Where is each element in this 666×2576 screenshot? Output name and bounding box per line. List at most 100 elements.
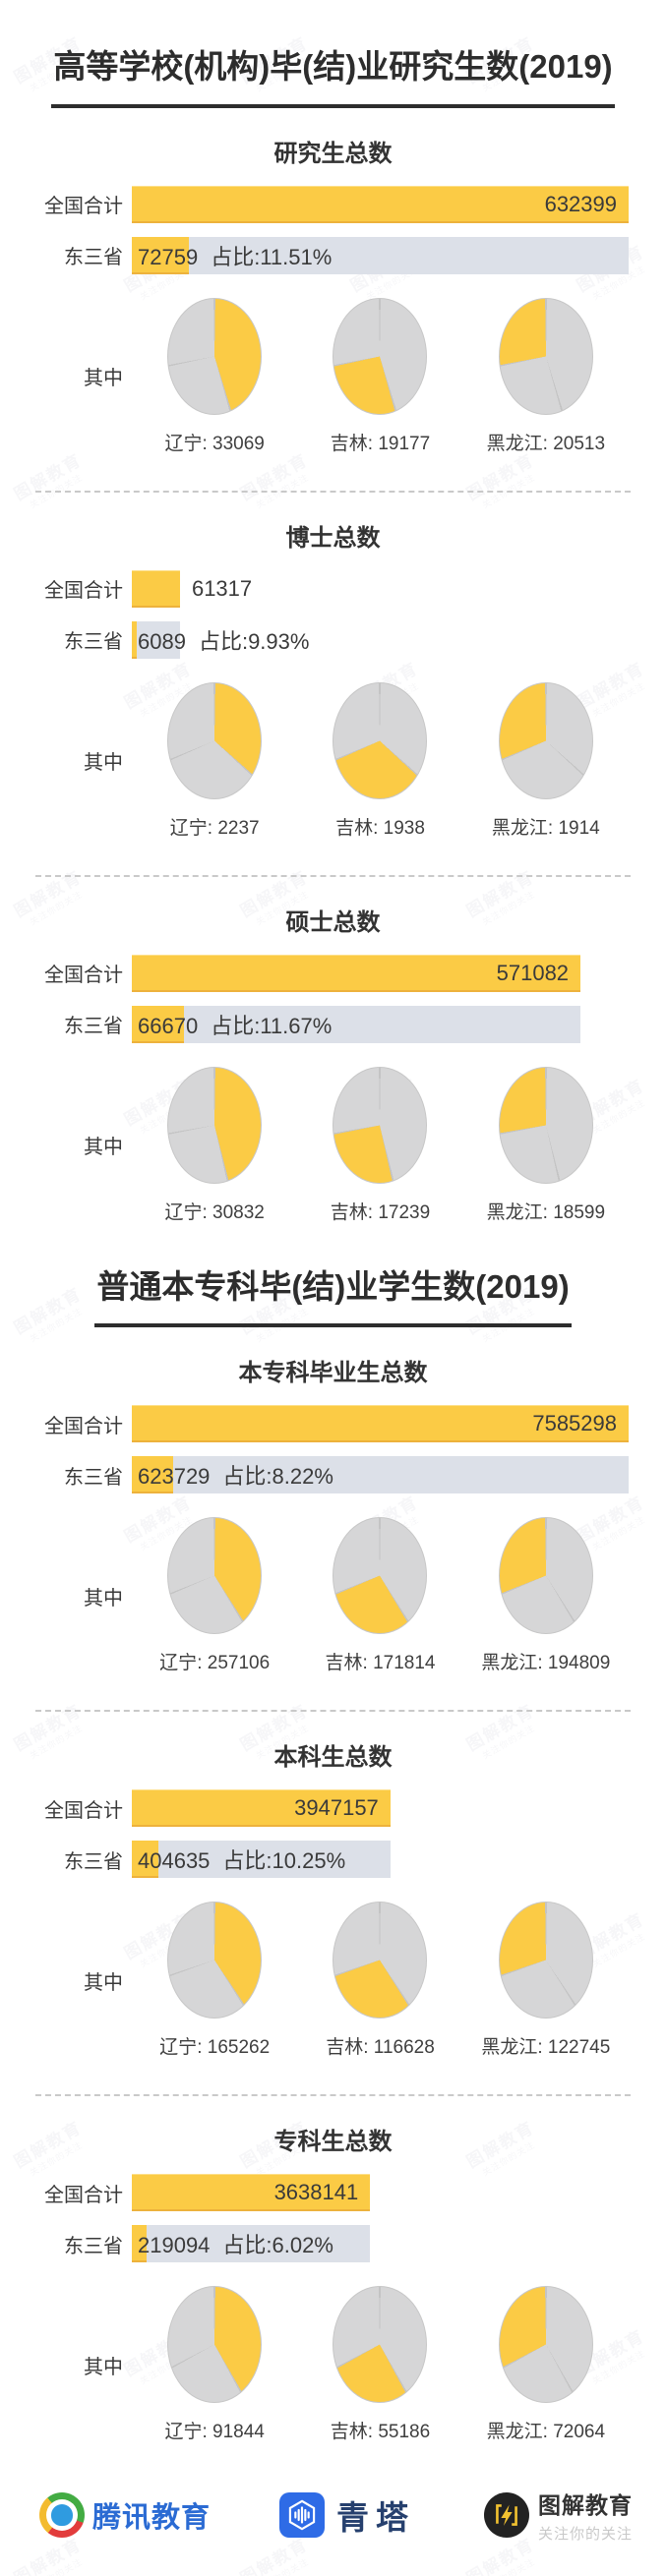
pie-chart-liaoning [167,1517,263,1635]
region-total-row: 东三省 72759 占比:11.51% [0,236,666,274]
group-title-block: 高等学校(机构)毕(结)业研究生数(2019) [0,47,666,108]
colon: : [202,2422,213,2443]
province-pies-row: 其中 辽宁: 91844 吉林: 55186 黑龙江: 72064 [0,2286,666,2443]
national-total-row: 全国合计 632399 [0,185,666,223]
region-bar: 72759 占比:11.51% [132,236,629,274]
region-bar-track [132,1005,581,1043]
region-value-text: 219094 占比:6.02% [138,2228,333,2259]
pie-cell: 黑龙江: 20513 [463,297,629,455]
region-label: 东三省 [64,631,123,654]
tencent-penguin-icon [39,2492,85,2539]
province-name: 吉林 [330,433,368,454]
section-title: 专科生总数 [273,2129,393,2156]
region-label: 东三省 [64,1850,123,1873]
national-bar-fill [132,1789,391,1828]
national-total-row: 全国合计 3638141 [0,2174,666,2212]
province-name: 辽宁 [164,1201,203,1223]
pie-chart-liaoning [167,2286,263,2404]
province-pies-row: 其中 辽宁: 33069 吉林: 19177 黑龙江: 20513 [0,297,666,455]
colon: : [547,817,559,839]
pie-value-label: 吉林: 55186 [331,2417,430,2443]
pie-chart-heilongjiang [498,681,593,799]
region-value: 404635 [138,1848,211,1874]
region-value-text: 72759 占比:11.51% [138,240,332,271]
pie-value-label: 辽宁: 2237 [170,813,260,840]
national-total-row: 全国合计 61317 [0,569,666,608]
pies: 辽宁: 257106 吉林: 171814 黑龙江: 194809 [132,1517,629,1674]
region-value-text: 6089 占比:9.93% [138,624,309,656]
pie-cell: 吉林: 55186 [297,2286,462,2443]
pie-value-label: 辽宁: 165262 [159,2032,270,2059]
region-value-text: 623729 占比:8.22% [138,1459,333,1491]
region-label: 东三省 [64,2235,123,2257]
region-bar-fill [132,1841,158,1879]
pie-value-label: 黑龙江: 72064 [487,2417,605,2443]
among-label: 其中 [84,1137,123,1159]
region-bar-fill [132,620,137,659]
national-total-row: 全国合计 571082 [0,954,666,992]
group-title-block: 普通本专科毕(结)业学生数(2019) [0,1267,666,1328]
province-name: 辽宁 [169,817,208,839]
region-value: 6089 [138,628,186,654]
colon: : [367,2422,379,2443]
national-bar-fill [132,2174,371,2212]
province-name: 吉林 [326,2037,364,2059]
national-total-row: 全国合计 7585298 [0,1405,666,1443]
region-total-row: 东三省 623729 占比:8.22% [0,1456,666,1494]
among-label: 其中 [84,2356,123,2378]
region-bar-fill [132,236,190,274]
colon: : [197,1653,208,1674]
pie-chart-jilin [333,297,428,415]
section-title: 研究生总数 [273,140,393,167]
region-share: 占比:8.22% [222,1464,333,1490]
qingta-label: 青塔 [336,2501,415,2538]
tencent-education-logo: 腾讯教育 [39,2492,212,2539]
region-bar-fill [132,1456,173,1494]
pie-cell: 辽宁: 2237 [132,681,297,840]
region-total-row: 东三省 6089 占比:9.93% [0,620,666,659]
province-value: 91844 [212,2422,265,2443]
section-title: 博士总数 [285,524,381,552]
pie-value-label: 吉林: 19177 [331,429,430,455]
pie-chart-heilongjiang [498,2286,593,2404]
dashed-divider [35,490,631,493]
colon: : [202,433,213,454]
tujie-education-logo: 图解教育 关注你的关注 [483,2487,633,2544]
region-value: 66670 [138,1013,199,1038]
region-value: 219094 [138,2233,211,2258]
pie-value-label: 黑龙江: 18599 [487,1198,605,1224]
tencent-education-label: 腾讯教育 [92,2502,212,2535]
among-label: 其中 [84,752,123,775]
province-name: 吉林 [330,2422,368,2443]
pie-chart-liaoning [167,681,263,799]
region-bar-track [132,1456,629,1494]
region-total-row: 东三省 404635 占比:10.25% [0,1841,666,1879]
pie-cell: 黑龙江: 18599 [463,1066,629,1224]
pie-value-label: 吉林: 1938 [335,813,425,840]
tujie-education-slogan: 关注你的关注 [537,2526,633,2544]
region-bar-fill [132,1005,185,1043]
pie-chart-heilongjiang [498,297,593,415]
pie-cell: 辽宁: 91844 [132,2286,297,2443]
national-bar-fill [132,1405,629,1443]
pie-value-label: 吉林: 17239 [331,1198,430,1224]
region-total-row: 东三省 66670 占比:11.67% [0,1005,666,1043]
region-share: 占比:11.51% [211,244,333,269]
region-label: 东三省 [64,1016,123,1038]
dashed-divider [35,2094,631,2097]
province-pies-row: 其中 辽宁: 165262 吉林: 116628 黑龙江: 122745 [0,1902,666,2059]
colon: : [542,2422,554,2443]
section-title: 本科生总数 [273,1744,393,1772]
national-label: 全国合计 [44,196,123,218]
national-bar: 61317 [132,569,629,608]
among-label: 其中 [84,1587,123,1610]
colon: : [367,433,379,454]
pie-cell: 吉林: 116628 [297,1902,462,2059]
region-bar: 66670 占比:11.67% [132,1005,629,1043]
among-label: 其中 [84,368,123,390]
pie-chart-heilongjiang [498,1517,593,1635]
region-bar: 404635 占比:10.25% [132,1841,629,1879]
pie-chart-heilongjiang [498,1066,593,1184]
pies: 辽宁: 2237 吉林: 1938 黑龙江: 1914 [132,681,629,840]
